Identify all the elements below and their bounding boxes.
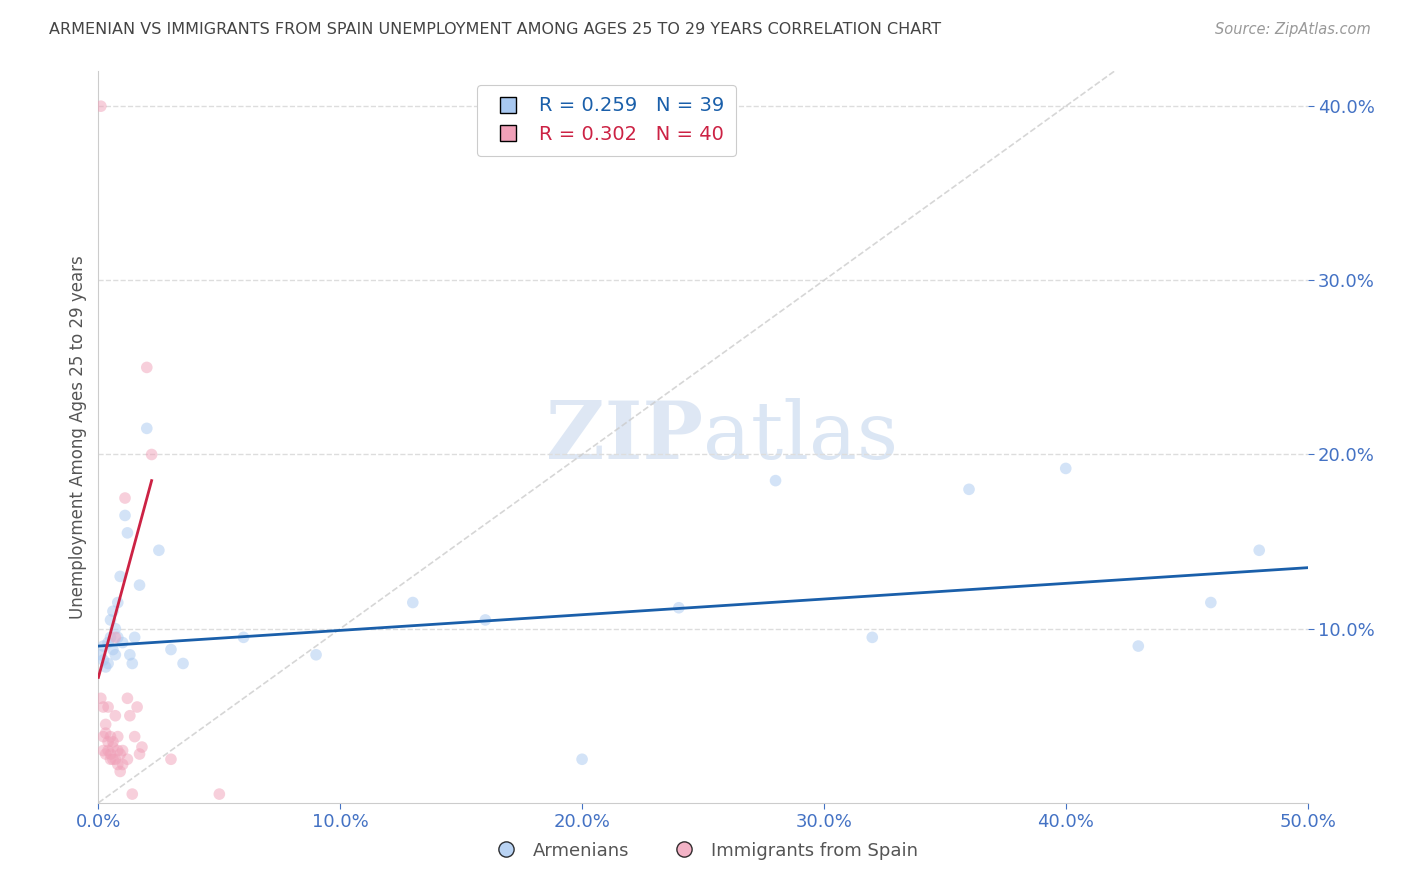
Point xyxy=(114,508,136,523)
Point xyxy=(100,631,122,645)
Point xyxy=(101,752,124,766)
Point xyxy=(107,631,129,645)
Point xyxy=(101,642,124,657)
Point xyxy=(94,717,117,731)
Point xyxy=(1249,543,1271,558)
Point xyxy=(90,648,112,662)
Point xyxy=(111,635,134,649)
Point xyxy=(135,360,157,375)
Point xyxy=(104,622,127,636)
Point xyxy=(91,730,114,744)
Point xyxy=(474,613,496,627)
Point xyxy=(402,595,425,609)
Point xyxy=(91,743,114,757)
Point xyxy=(208,787,231,801)
Point xyxy=(114,491,136,505)
Point xyxy=(117,691,139,706)
Legend: Armenians, Immigrants from Spain: Armenians, Immigrants from Spain xyxy=(481,835,925,867)
Point xyxy=(118,648,141,662)
Point xyxy=(107,757,129,772)
Point xyxy=(91,700,114,714)
Point xyxy=(104,631,127,645)
Point xyxy=(957,483,980,497)
Point xyxy=(128,747,150,761)
Text: ZIP: ZIP xyxy=(546,398,703,476)
Point xyxy=(172,657,194,671)
Point xyxy=(107,730,129,744)
Point xyxy=(141,448,163,462)
Point xyxy=(90,99,112,113)
Point xyxy=(107,743,129,757)
Point xyxy=(91,639,114,653)
Y-axis label: Unemployment Among Ages 25 to 29 years: Unemployment Among Ages 25 to 29 years xyxy=(69,255,87,619)
Point xyxy=(97,743,120,757)
Point xyxy=(668,600,690,615)
Point xyxy=(124,730,146,744)
Point xyxy=(97,635,120,649)
Point xyxy=(1128,639,1150,653)
Point xyxy=(232,631,254,645)
Point xyxy=(160,752,183,766)
Point xyxy=(100,752,122,766)
Point xyxy=(127,700,149,714)
Point xyxy=(100,730,122,744)
Point xyxy=(97,657,120,671)
Point xyxy=(117,525,139,540)
Point xyxy=(108,764,131,779)
Point xyxy=(104,648,127,662)
Point xyxy=(108,569,131,583)
Text: ARMENIAN VS IMMIGRANTS FROM SPAIN UNEMPLOYMENT AMONG AGES 25 TO 29 YEARS CORRELA: ARMENIAN VS IMMIGRANTS FROM SPAIN UNEMPL… xyxy=(49,22,942,37)
Point xyxy=(305,648,328,662)
Point xyxy=(100,747,122,761)
Point xyxy=(97,735,120,749)
Text: atlas: atlas xyxy=(703,398,898,476)
Point xyxy=(111,757,134,772)
Point xyxy=(571,752,593,766)
Point xyxy=(124,631,146,645)
Point xyxy=(1199,595,1222,609)
Point xyxy=(107,595,129,609)
Point xyxy=(101,740,124,755)
Point xyxy=(94,660,117,674)
Point xyxy=(128,578,150,592)
Text: Source: ZipAtlas.com: Source: ZipAtlas.com xyxy=(1215,22,1371,37)
Point xyxy=(104,752,127,766)
Point xyxy=(117,752,139,766)
Point xyxy=(108,747,131,761)
Point xyxy=(121,657,143,671)
Point xyxy=(90,691,112,706)
Point xyxy=(101,735,124,749)
Point xyxy=(101,604,124,618)
Point xyxy=(94,747,117,761)
Point xyxy=(1054,461,1077,475)
Point xyxy=(160,642,183,657)
Point xyxy=(860,631,883,645)
Point xyxy=(104,708,127,723)
Point xyxy=(97,700,120,714)
Point xyxy=(135,421,157,435)
Point xyxy=(111,743,134,757)
Point xyxy=(100,613,122,627)
Point xyxy=(121,787,143,801)
Point xyxy=(91,653,114,667)
Point xyxy=(148,543,170,558)
Point xyxy=(131,740,153,755)
Point xyxy=(118,708,141,723)
Point xyxy=(94,726,117,740)
Point xyxy=(765,474,787,488)
